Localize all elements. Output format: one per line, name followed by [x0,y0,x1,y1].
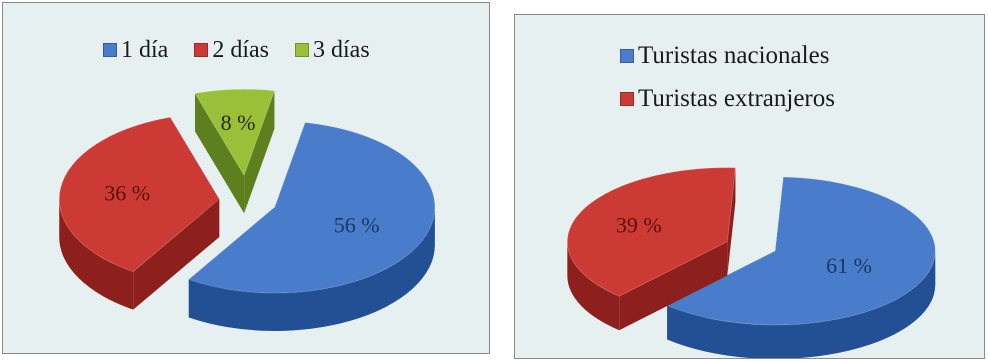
pie-slice-a [665,176,936,358]
slice-top-b [58,116,220,273]
slice-rim-a [667,250,936,358]
legend-item-1-dia: 1 día [103,38,168,62]
slice-top-a [665,176,936,326]
legend-label-2-dias: 2 días [212,37,269,63]
pie-slice-b [58,116,220,310]
pie-slice-b [566,167,737,331]
pie-chart-tourist-origin: 61 % 39 % [566,167,936,358]
legend-swatch-red [194,43,209,57]
slice-wall-c-0 [195,93,245,214]
slice-rim-a [188,206,435,331]
data-label-a: 56 % [334,212,380,237]
legend-label-nacionales: Turistas nacionales [638,42,830,69]
legend-label-1-dia: 1 día [121,37,169,63]
slice-wall-b-0 [133,199,220,310]
legend-item-3-dias: 3 días [295,38,370,62]
chart-panel-duration: 1 día 2 días 3 días 56 % 36 % 8 % [2,2,490,354]
data-label-b: 39 % [616,213,662,238]
slice-top-b [566,167,737,297]
legend-swatch-red [620,91,634,106]
slice-wall-b-0 [619,241,728,331]
legend-item-2-dias: 2 días [194,38,269,62]
data-label-c: 8 % [221,110,256,135]
slice-top-a [187,121,436,294]
pie-chart-duration: 56 % 36 % 8 % [58,88,436,331]
pie-slice-c [194,88,276,214]
data-label-b: 36 % [104,181,150,206]
slice-rim-b [59,199,134,310]
data-label-a: 61 % [826,253,872,278]
legend-swatch-blue [103,43,117,57]
slice-wall-c-1 [244,90,275,214]
legend-label-3-dias: 3 días [313,37,370,63]
legend-item-extranjeros: Turistas extranjeros [620,86,835,111]
legend-swatch-blue [620,48,634,63]
legend-duration: 1 día 2 días 3 días [103,38,370,62]
legend-item-nacionales: Turistas nacionales [620,43,835,68]
slice-rim-b [567,241,620,331]
legend-tourist-origin: Turistas nacionales Turistas extranjeros [620,43,835,111]
legend-swatch-green [295,43,309,57]
slice-top-c [194,88,276,177]
slice-wall-b-1 [727,167,736,276]
chart-panel-tourist-origin: Turistas nacionales Turistas extranjeros… [514,14,985,359]
legend-label-extranjeros: Turistas extranjeros [638,85,835,112]
pie-slice-a [187,121,436,331]
